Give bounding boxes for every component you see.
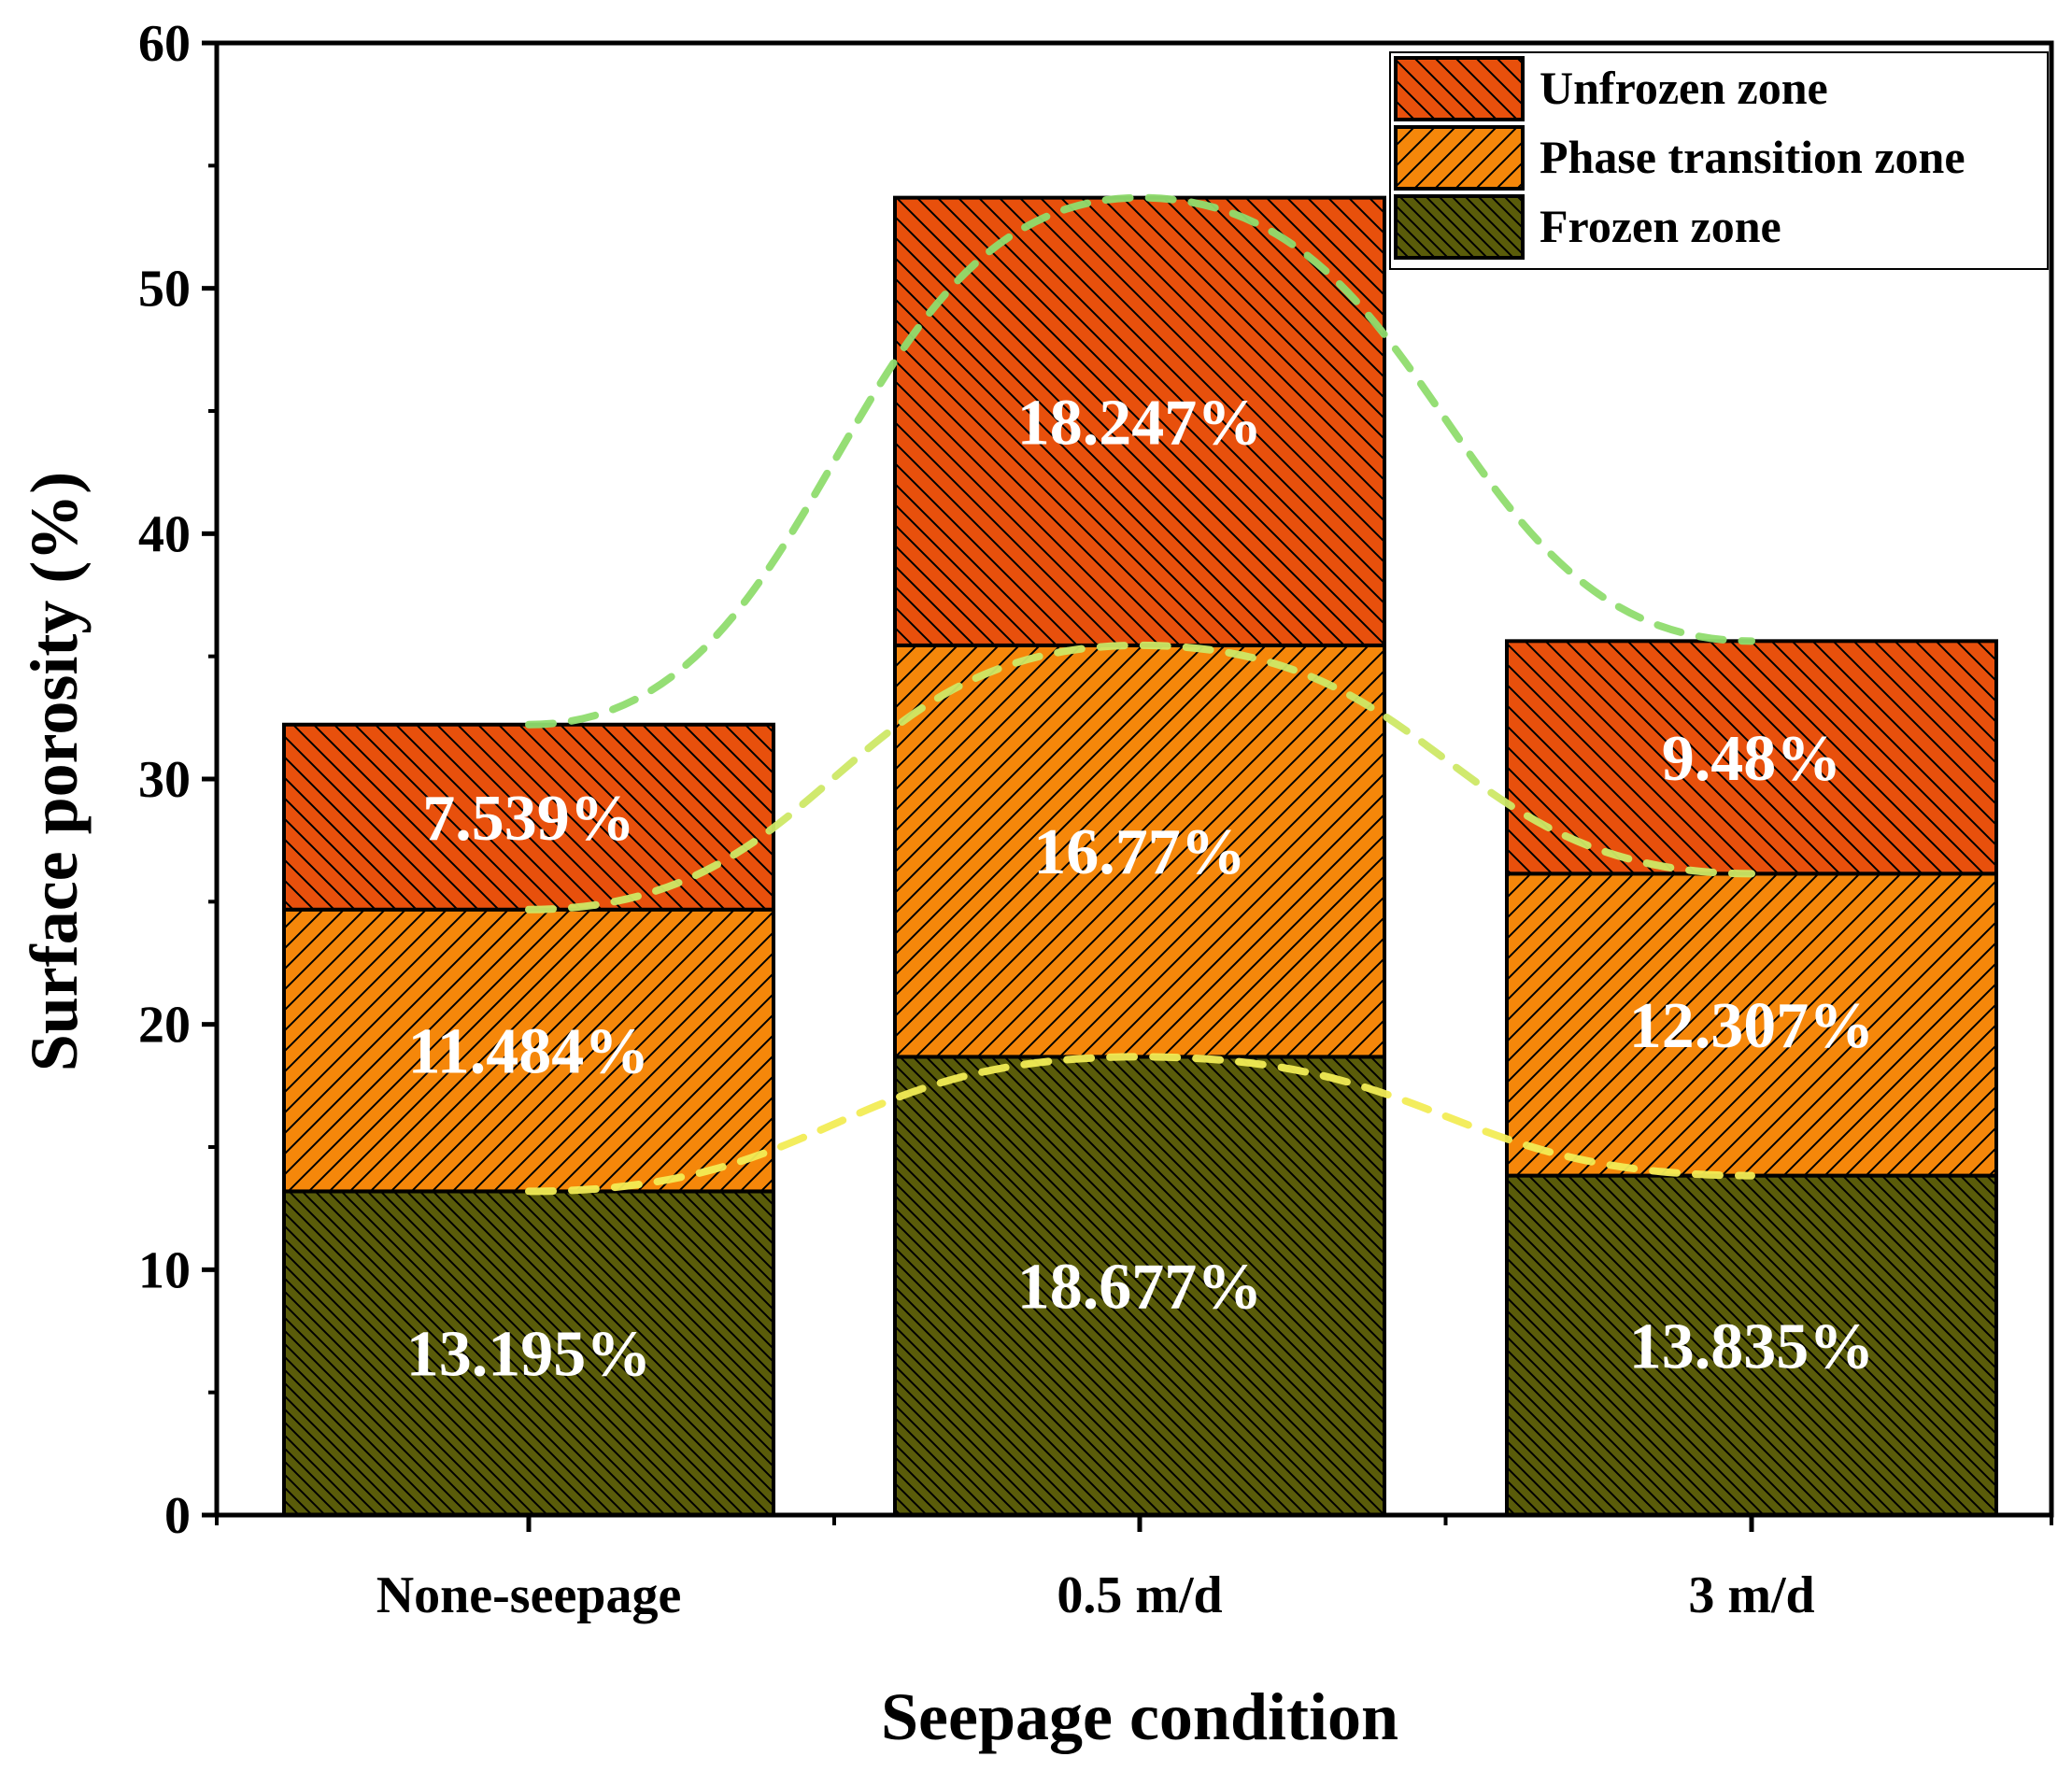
x-tick-label-none-seepage: None-seepage [376,1566,682,1624]
bar-frozen-zone-none-seepage-hatch [282,1189,775,1518]
trend-line-frozen-zone-top-trend [525,1053,1755,1196]
legend-swatch-hatch-frozen-zone [1394,194,1525,260]
x-tick-label-3-m-d: 3 m/d [1688,1566,1814,1624]
y-tick-label-0: 0 [164,1487,191,1545]
y-tick-label-50: 50 [138,261,191,319]
legend: Unfrozen zone Phase transition zone Frozen… [1389,51,2049,270]
data-label-frozen-zone-none-seepage: 13.195% [406,1319,652,1391]
legend-swatch-hatch-unfrozen-zone [1394,56,1525,121]
legend-label-unfrozen-zone: Unfrozen zone [1540,62,1828,114]
bar-phase-transition-zone-0-5-m-d-hatch [893,643,1386,1059]
legend-label-frozen-zone: Frozen zone [1540,200,1781,252]
y-tick-label-60: 60 [138,15,191,73]
data-label-unfrozen-zone-0-5-m-d: 18.247% [1017,387,1263,459]
y-tick-label-20: 20 [138,997,191,1055]
x-axis-title: Seepage condition [881,1679,1398,1754]
data-labels-layer: 13.195% 11.484% 7.539% 18.677% 16.77% 18.247%… [406,387,1875,1390]
y-axis-title: Surface porosity (%) [17,472,92,1072]
trend-lines-layer [525,193,1755,1196]
y-tick-label-10: 10 [138,1241,191,1299]
data-label-unfrozen-zone-none-seepage: 7.539% [422,783,635,855]
bar-phase-transition-zone-none-seepage-hatch [282,907,775,1194]
data-label-frozen-zone-3-m-d: 13.835% [1629,1311,1875,1382]
bar-frozen-zone-3-m-d-hatch [1505,1173,1998,1518]
x-tick-label-0-5-m-d: 0.5 m/d [1057,1566,1222,1624]
legend-item-unfrozen-zone: Unfrozen zone [1394,56,1828,121]
data-label-unfrozen-zone-3-m-d: 9.48% [1662,723,1842,795]
axes-layer: 0 10 20 30 40 50 60 None-seepage 0.5 m/d 3 m/d [138,15,2054,1624]
data-label-frozen-zone-0-5-m-d: 18.677% [1017,1252,1263,1324]
legend-swatch-hatch-phase-transition-zone [1394,125,1525,191]
data-label-phase-transition-zone-0-5-m-d: 16.77% [1033,816,1246,888]
data-label-phase-transition-zone-none-seepage: 11.484% [408,1016,650,1088]
data-label-phase-transition-zone-3-m-d: 12.307% [1629,990,1875,1062]
y-tick-label-40: 40 [138,505,191,563]
legend-item-frozen-zone: Frozen zone [1394,194,1781,260]
legend-item-phase-transition-zone: Phase transition zone [1394,125,1966,191]
legend-label-phase-transition-zone: Phase transition zone [1540,131,1966,183]
y-tick-label-30: 30 [138,751,191,809]
bars-layer [282,195,1998,1518]
bar-unfrozen-zone-3-m-d-hatch [1505,639,1998,876]
trend-line-unfrozen-zone-top-trend [525,193,1755,729]
trend-line-phase-transition-zone-top-trend [525,641,1755,914]
bar-unfrozen-zone-0-5-m-d-hatch [893,195,1386,647]
bar-phase-transition-zone-3-m-d-hatch [1505,871,1998,1178]
